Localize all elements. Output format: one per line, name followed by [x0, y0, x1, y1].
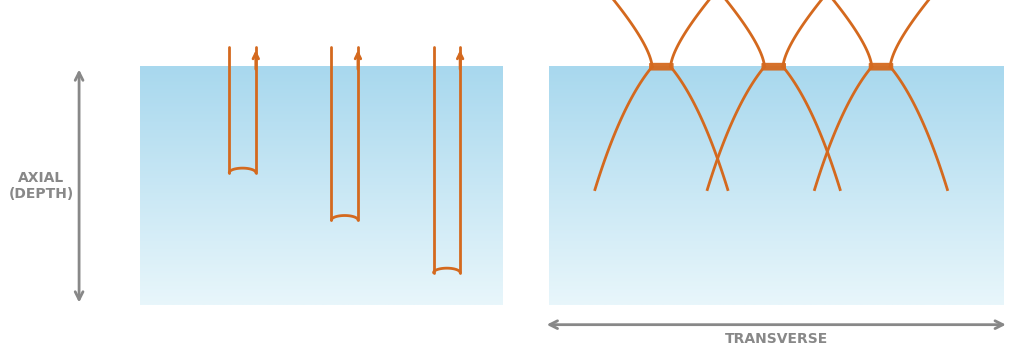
FancyBboxPatch shape [868, 63, 893, 71]
FancyBboxPatch shape [649, 63, 674, 71]
FancyBboxPatch shape [762, 63, 786, 71]
Text: TRANSVERSE: TRANSVERSE [725, 332, 827, 346]
Text: AXIAL
(DEPTH): AXIAL (DEPTH) [8, 171, 74, 201]
